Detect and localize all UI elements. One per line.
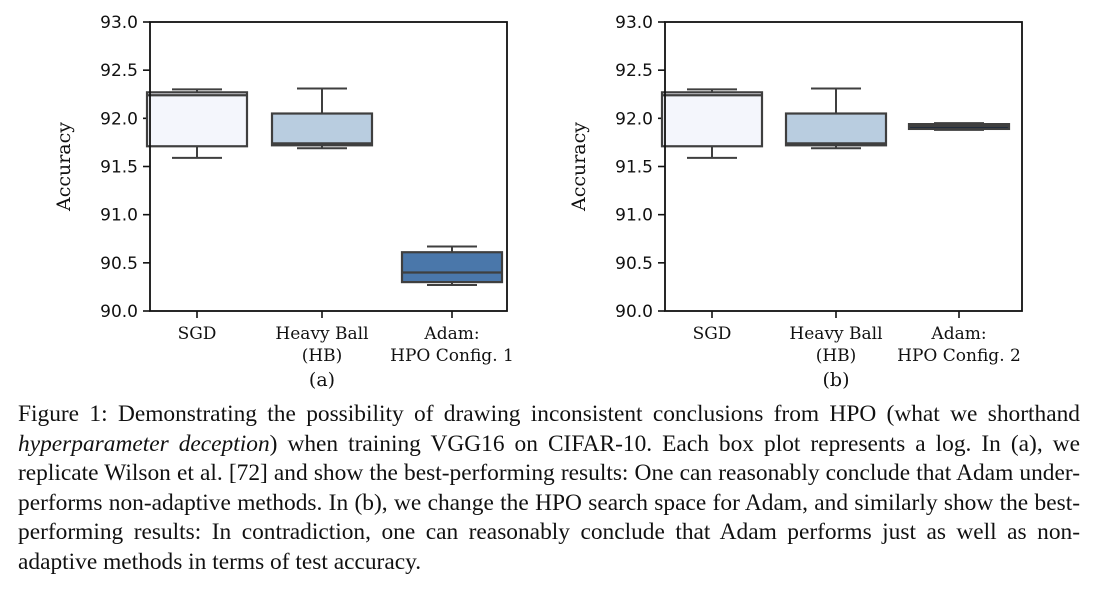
box-iqr bbox=[270, 112, 374, 147]
chart-panel-a: 90.0 90.5 91.0 91.5 92.0 92.5 93.0 Accuracy SGD H… bbox=[53, 13, 514, 391]
caption-label: Figure 1: bbox=[18, 401, 108, 427]
box-1 bbox=[145, 88, 249, 159]
box-2 bbox=[270, 87, 374, 150]
box-iqr bbox=[145, 91, 249, 148]
x-tick-label: (HB) bbox=[302, 346, 343, 366]
y-tick-label: 90.5 bbox=[100, 254, 138, 274]
y-tick-label: 91.0 bbox=[615, 206, 653, 226]
y-tick-label: 92.5 bbox=[100, 61, 138, 81]
panel-label: (b) bbox=[823, 369, 850, 391]
figure-caption: Figure 1: Demonstrating the possibility … bbox=[18, 400, 1080, 577]
caption-text-1: Demonstrating the possibility of drawing… bbox=[117, 401, 1080, 427]
x-tick-label: HPO Config. 1 bbox=[390, 346, 514, 366]
plot-frame bbox=[664, 21, 1023, 312]
box-2 bbox=[784, 87, 888, 150]
y-tick-label: 91.5 bbox=[615, 158, 653, 178]
x-tick-label: Adam: bbox=[930, 324, 986, 344]
x-tick-label: SGD bbox=[178, 324, 217, 344]
x-tick-label: Heavy Ball bbox=[789, 324, 882, 344]
box-3 bbox=[907, 122, 1011, 131]
y-tick-label: 90.5 bbox=[615, 254, 653, 274]
box-iqr bbox=[400, 251, 504, 284]
x-tick-label: Adam: bbox=[423, 324, 479, 344]
plot-frame bbox=[149, 21, 508, 312]
y-tick-label: 93.0 bbox=[100, 13, 138, 33]
box-iqr bbox=[784, 112, 888, 147]
y-tick-label: 92.0 bbox=[615, 109, 653, 129]
y-tick-label: 90.0 bbox=[615, 302, 653, 322]
y-tick-label: 92.5 bbox=[615, 61, 653, 81]
y-tick-label: 90.0 bbox=[100, 302, 138, 322]
chart-panel-b: 90.0 90.5 91.0 91.5 92.0 92.5 93.0 Accuracy SGD H… bbox=[568, 13, 1023, 391]
y-tick-label: 92.0 bbox=[100, 109, 138, 129]
y-axis-label: Accuracy bbox=[53, 122, 75, 212]
x-tick-label: (HB) bbox=[816, 346, 857, 366]
x-tick-label: Heavy Ball bbox=[275, 324, 368, 344]
y-tick-label: 93.0 bbox=[615, 13, 653, 33]
box-iqr bbox=[660, 91, 764, 148]
box-3 bbox=[400, 245, 504, 286]
figure-plots: 90.0 90.5 91.0 91.5 92.0 92.5 93.0 Accuracy SGD H… bbox=[53, 13, 1023, 391]
y-tick-label: 91.5 bbox=[100, 158, 138, 178]
y-axis-label: Accuracy bbox=[568, 122, 590, 212]
caption-emphasis: hyperparameter deception bbox=[18, 430, 270, 457]
x-tick-label: SGD bbox=[693, 324, 732, 344]
box-1 bbox=[660, 88, 764, 159]
y-tick-label: 91.0 bbox=[100, 206, 138, 226]
panel-label: (a) bbox=[309, 369, 335, 391]
x-tick-label: HPO Config. 2 bbox=[897, 346, 1021, 366]
caption-text-2: ) when training VGG16 on CIFAR-10. Each … bbox=[18, 430, 1080, 575]
